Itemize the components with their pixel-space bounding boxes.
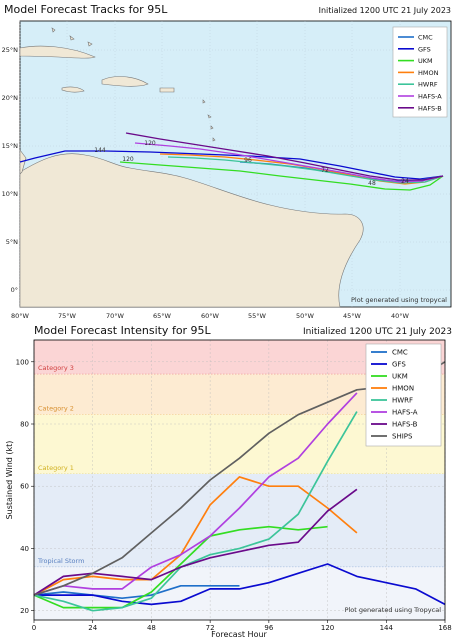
map-lat-label: 0° <box>11 286 18 294</box>
intensity-band-label: Tropical Storm <box>37 557 84 565</box>
track-legend-label: GFS <box>418 45 431 53</box>
hispaniola-land <box>101 76 149 87</box>
x-tick-label: 72 <box>206 624 215 632</box>
intensity-band <box>34 567 445 620</box>
track-legend-label: HAFS-B <box>418 104 442 112</box>
intensity-legend-label: HWRF <box>392 397 413 405</box>
series-line-hwrf <box>33 411 358 612</box>
track-hour-label: 144 <box>94 147 106 154</box>
series-line-hafs-a <box>33 392 358 596</box>
x-tick-label: 0 <box>32 624 36 632</box>
lesser-antilles-land <box>202 99 216 142</box>
track-legend-label: HMON <box>418 69 439 77</box>
series-line-hafs-b <box>33 488 358 596</box>
x-axis-label: Forecast Hour <box>211 630 267 639</box>
map-lon-label: 65°W <box>153 312 172 320</box>
y-tick-label: 20 <box>20 607 29 615</box>
track-hour-label: 48 <box>368 180 376 187</box>
map-lon-label: 45°W <box>343 312 362 320</box>
series-line-cmc <box>33 584 240 600</box>
puerto-rico-land <box>159 87 175 93</box>
intensity-legend-label: HAFS-A <box>392 409 418 417</box>
x-tick-label: 144 <box>380 624 394 632</box>
map-lat-label: 20°N <box>2 94 19 102</box>
map-lon-label: 50°W <box>296 312 315 320</box>
intensity-band-label: Category 2 <box>38 405 74 413</box>
intensity-plot-frame <box>33 339 446 621</box>
x-tick-label: 96 <box>264 624 273 632</box>
cuba-land <box>19 45 96 59</box>
map-lon-label: 55°W <box>248 312 267 320</box>
intensity-legend-label: SHIPS <box>392 433 413 441</box>
map-lat-label: 25°N <box>2 46 19 54</box>
intensity-legend-label: UKM <box>392 373 408 381</box>
track-line-hafs-b <box>125 132 444 181</box>
track-legend-label: HWRF <box>418 81 438 89</box>
intensity-init: Initialized 1200 UTC 21 July 2023 <box>303 327 452 337</box>
map-lon-label: 40°W <box>391 312 410 320</box>
map-lon-label: 70°W <box>106 312 125 320</box>
map-lon-label: 80°W <box>11 312 30 320</box>
intensity-panel: Model Forecast Intensity for 95L Initial… <box>5 324 452 639</box>
intensity-credit: Plot generated using Tropycal <box>345 606 442 614</box>
map-lon-label: 75°W <box>58 312 77 320</box>
intensity-legend-box <box>365 343 442 447</box>
y-tick-label: 40 <box>20 545 29 553</box>
track-map-panel: Model Forecast Tracks for 95L Initialize… <box>2 3 452 320</box>
jamaica-land <box>61 86 85 93</box>
intensity-band <box>34 473 445 568</box>
intensity-legend-label: GFS <box>392 361 406 369</box>
track-line-ukm <box>119 161 444 191</box>
y-tick-label: 100 <box>16 358 29 366</box>
bahamas-land <box>51 27 93 47</box>
track-map-init: Initialized 1200 UTC 21 July 2023 <box>319 6 451 15</box>
x-tick-label: 24 <box>88 624 97 632</box>
track-line-hwrf <box>167 156 444 184</box>
series-line-hmon <box>33 476 358 596</box>
y-axis-label: Sustained Wind (kt) <box>5 441 14 520</box>
map-axis-labels: 80°W 75°W 70°W 65°W 60°W 55°W 50°W 45°W 40°W 25°N… <box>2 46 410 320</box>
intensity-series <box>33 361 446 612</box>
intensity-band-label: Category 1 <box>38 464 74 472</box>
intensity-legend-label: CMC <box>392 349 408 357</box>
series-line-gfs <box>34 563 446 606</box>
y-tick-label: 60 <box>20 483 29 491</box>
track-map-title: Model Forecast Tracks for 95L <box>4 3 168 16</box>
intensity-legend-label: HAFS-B <box>392 421 418 429</box>
track-hour-label: 120 <box>122 156 134 163</box>
intensity-title: Model Forecast Intensity for 95L <box>34 324 212 337</box>
track-line-hafs-a <box>134 142 444 183</box>
map-lat-label: 15°N <box>2 142 19 150</box>
map-lat-label: 10°N <box>2 190 19 198</box>
land-masses <box>19 27 364 308</box>
intensity-axis-ticks: 0 24 48 72 96 120 144 168 20 40 60 80 100 <box>16 358 452 632</box>
map-lon-label: 60°W <box>201 312 220 320</box>
track-lines: 144 120 120 96 72 48 24 <box>19 132 444 191</box>
central-america-land <box>19 149 27 175</box>
track-hour-label: 24 <box>401 178 409 185</box>
track-hour-label: 120 <box>144 140 156 147</box>
track-map-credit: Plot generated using tropycal <box>351 296 447 304</box>
track-hour-label: 72 <box>321 167 329 174</box>
track-legend-label: CMC <box>418 34 433 42</box>
track-legend: CMC GFS UKM HMON HWRF HAFS-A HAFS-B <box>392 26 448 118</box>
x-tick-label: 120 <box>321 624 334 632</box>
x-tick-label: 48 <box>147 624 156 632</box>
track-hour-label: 96 <box>244 157 252 164</box>
south-america-land <box>19 153 364 308</box>
intensity-legend: CMC GFS UKM HMON HWRF HAFS-A HAFS-B SHIPS <box>365 343 442 447</box>
x-tick-label: 168 <box>438 624 451 632</box>
y-tick-label: 80 <box>20 421 29 429</box>
map-lat-label: 5°N <box>6 238 18 246</box>
track-legend-label: HAFS-A <box>418 93 442 101</box>
intensity-band-label: Category 3 <box>38 364 74 372</box>
intensity-legend-label: HMON <box>392 385 414 393</box>
track-legend-label: UKM <box>418 57 433 65</box>
